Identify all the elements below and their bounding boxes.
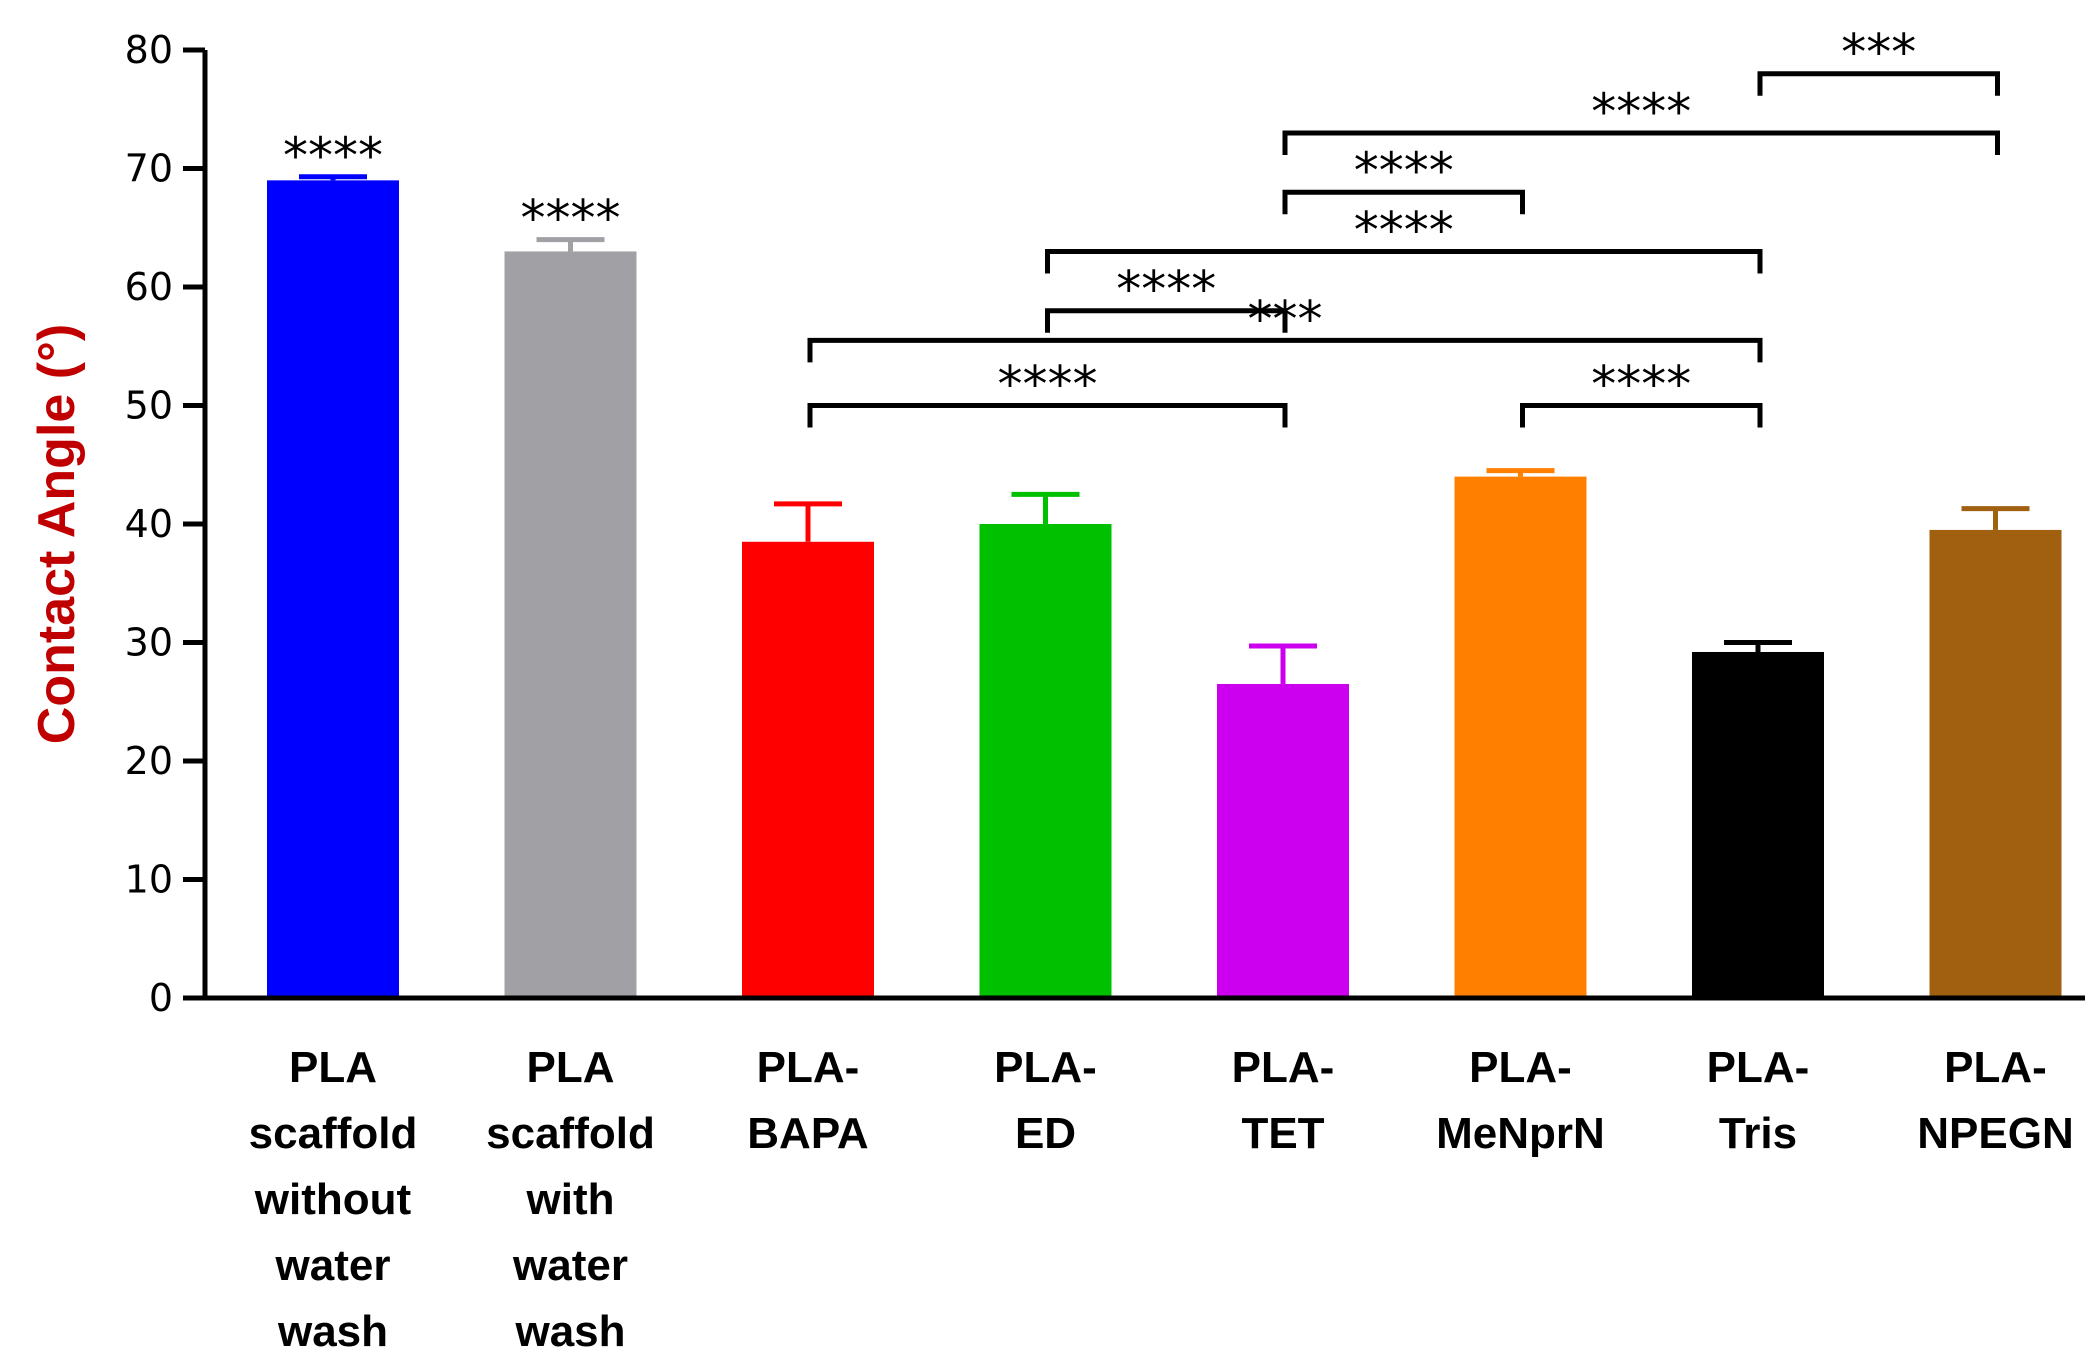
y-tick-label: 60	[125, 265, 173, 309]
bar-7	[1929, 529, 2062, 998]
category-label: PLA- NPEGN	[1917, 1043, 2073, 1158]
y-tick-label: 50	[125, 384, 173, 428]
bar-4	[1217, 683, 1349, 998]
category-label: PLA- TET	[1232, 1043, 1335, 1158]
category-label-line: PLA-	[1707, 1043, 1810, 1092]
category-label: PLA- MeNprN	[1436, 1043, 1605, 1158]
significance-stars: ****	[1591, 83, 1691, 141]
y-tick-label: 40	[125, 502, 173, 546]
significance-bracket	[1520, 403, 1763, 428]
y-tick-label: 30	[125, 621, 173, 665]
category-label-line: PLA-	[1944, 1043, 2047, 1092]
significance-stars: ****	[1116, 261, 1216, 319]
category-label-line: wash	[514, 1307, 625, 1356]
significance-group: **** **************************	[807, 24, 2000, 428]
category-label: PLA- ED	[994, 1043, 1097, 1158]
significance-bracket	[1045, 248, 1763, 274]
bar-6	[1692, 651, 1824, 998]
category-label-line: PLA	[289, 1043, 377, 1092]
bar-significance-stars: ****	[283, 127, 383, 185]
y-tick-label: 0	[149, 976, 173, 1020]
category-label-line: PLA-	[1232, 1043, 1335, 1092]
x-labels-group: PLA scaffold without water wash PLA scaffold wi…	[249, 1043, 2074, 1356]
bar-annotations-group: **** ****	[283, 127, 621, 248]
significance-bracket	[1045, 308, 1288, 333]
significance-bracket	[1282, 130, 2000, 155]
category-label-line: PLA-	[994, 1043, 1097, 1092]
category-label-line: scaffold	[486, 1109, 655, 1158]
significance-stars: ****	[1591, 356, 1691, 414]
category-label-line: PLA-	[1469, 1043, 1572, 1092]
category-label-line: PLA-	[757, 1043, 860, 1092]
y-tick-label: 80	[125, 28, 173, 72]
category-label-line: water	[512, 1241, 628, 1290]
y-tick-label: 10	[125, 858, 173, 902]
significance-bracket	[807, 337, 1763, 363]
bar-2	[742, 541, 874, 998]
bars-group	[267, 180, 2062, 999]
category-label-line: scaffold	[249, 1109, 418, 1158]
category-label: PLA scaffold without water wash	[249, 1043, 418, 1356]
category-label-line: TET	[1241, 1109, 1324, 1158]
category-label-line: BAPA	[747, 1109, 868, 1158]
bar-0	[267, 180, 399, 999]
bar-3	[979, 524, 1112, 998]
significance-bracket	[1282, 189, 1525, 215]
y-ticks-group: 0 10 20 30 40 50 60 70 80	[125, 28, 205, 1020]
category-label-line: ED	[1015, 1109, 1076, 1158]
y-tick-label: 20	[125, 739, 173, 783]
bar-5	[1454, 476, 1587, 999]
category-label-line: wash	[277, 1307, 388, 1356]
category-label-line: Tris	[1719, 1109, 1797, 1158]
significance-stars: ***	[1841, 24, 1916, 82]
category-label-line: MeNprN	[1436, 1109, 1605, 1158]
category-label-line: water	[275, 1241, 391, 1290]
significance-stars: ****	[998, 356, 1098, 414]
category-label: PLA scaffold with water wash	[486, 1043, 655, 1356]
bar-significance-stars: ****	[521, 190, 621, 248]
category-label-line: PLA	[527, 1043, 615, 1092]
significance-stars: ****	[1354, 201, 1454, 259]
significance-stars: ****	[1354, 142, 1454, 200]
category-label: PLA- BAPA	[747, 1043, 868, 1158]
category-label-line: without	[254, 1175, 412, 1224]
category-label-line: with	[526, 1175, 615, 1224]
bar-1	[504, 251, 637, 998]
category-label: PLA- Tris	[1707, 1043, 1810, 1158]
error-bars-group	[299, 174, 2030, 684]
significance-bracket	[1757, 71, 2000, 96]
significance-bracket	[807, 403, 1288, 428]
y-tick-label: 70	[125, 147, 173, 191]
y-axis-label: Contact Angle (°)	[28, 324, 86, 744]
category-label-line: NPEGN	[1917, 1109, 2073, 1158]
